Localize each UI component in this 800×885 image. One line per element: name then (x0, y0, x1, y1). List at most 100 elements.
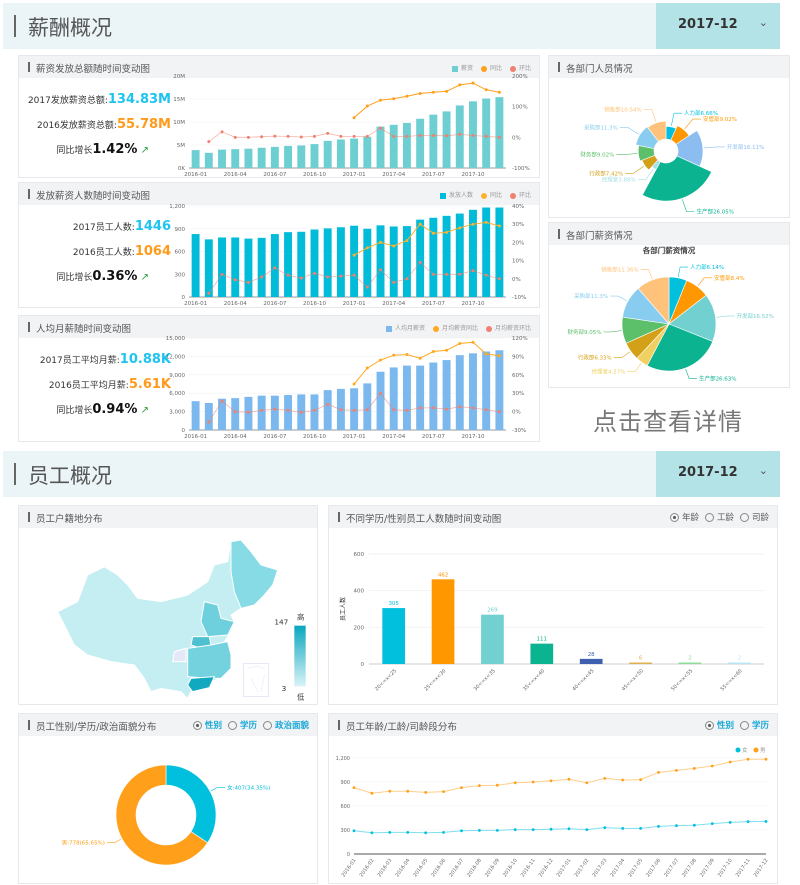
pie-slice[interactable] (635, 126, 660, 149)
stat-row: 2017员工人数:1446 (73, 219, 171, 234)
stat-row: 同比增长1.42% ↗ (56, 142, 149, 157)
section-title: 薪酬概况 (28, 16, 112, 40)
bar[interactable] (431, 579, 455, 664)
stat-row: 2017员工平均月薪:10.88K (40, 352, 171, 367)
map-region-north[interactable] (200, 601, 236, 638)
chart-canvas: 0K 5M 10M 15M 20M -100% 0% 100% 200% 2016-01 2016-… (173, 74, 529, 178)
x-tick-label: 2016-11 (520, 858, 537, 879)
radio-1[interactable]: 学历 (227, 719, 257, 731)
bar (244, 238, 253, 297)
headcount-panel: 发放薪资人数随时间变动图 发放人数 同比 环比 2017员工人数:1446 2016员工人… (18, 182, 540, 308)
legend-label: 同比 (489, 65, 502, 72)
salary-total-panel: 薪资发放总额随时间变动图 薪资 同比 环比 2017发放薪资总额:134.83M 2016… (18, 55, 540, 178)
series-point (406, 789, 410, 793)
label-leader-line (640, 269, 653, 280)
chart-legend: 发放人数 同比 环比 (439, 190, 531, 199)
legend-item-2[interactable]: 环比 (509, 190, 531, 199)
mom-point (405, 277, 409, 281)
y-tick-label: 600 (340, 804, 350, 810)
series-point (370, 831, 374, 835)
label-leader-line (616, 153, 638, 155)
label-leader-line (603, 330, 622, 333)
bar[interactable] (629, 662, 652, 665)
x-tick-label: 2016-10 (502, 858, 519, 879)
legend-item-1[interactable]: 同比 (480, 63, 502, 72)
series-point (746, 757, 750, 761)
legend-item-0[interactable]: 发放人数 (439, 190, 473, 199)
y-tick-label: 15,000 (166, 336, 186, 342)
dept-salary-panel: 各部门薪资情况 各部门薪资情况 人力部6.14% 安管部8.4% 开发部16.52% 生产… (548, 222, 790, 388)
label-leader-line (610, 295, 628, 302)
yoy-point (418, 91, 422, 95)
bar[interactable] (678, 662, 702, 665)
bar (350, 225, 359, 297)
view-details-link[interactable]: 点击查看详情 (593, 408, 743, 436)
y2-tick-label: -10% (512, 295, 526, 301)
radio-1[interactable]: 学历 (739, 719, 769, 731)
date-select[interactable]: 2017-12 ⌄ (656, 451, 780, 497)
pie-slice[interactable] (675, 130, 704, 167)
series-point (352, 786, 356, 789)
x-tick-label: 2017-11 (735, 858, 752, 879)
legend-swatch-icon (485, 325, 492, 332)
series-point (370, 791, 374, 795)
bar (323, 140, 332, 168)
mom-point (458, 405, 462, 409)
bar (231, 398, 240, 430)
y-tick-label: 0 (361, 662, 365, 668)
china-map[interactable]: 147 高 3 低 (1, 505, 331, 705)
legend-swatch-icon (509, 65, 516, 72)
series-point (567, 827, 571, 831)
pie-slice[interactable] (641, 155, 712, 202)
y-tick-label: 0 (347, 852, 350, 858)
map-region-east[interactable] (187, 641, 232, 679)
mom-point (352, 273, 356, 277)
legend-item-1[interactable]: 月均薪资同比 (432, 323, 478, 332)
yoy-point (418, 356, 422, 360)
label-leader-line (685, 368, 698, 379)
radio-2[interactable]: 司龄 (739, 511, 769, 523)
y2-tick-label: 30% (512, 222, 524, 228)
yoy-point (352, 382, 356, 386)
y-tick-label: 9,000 (169, 373, 185, 379)
bar[interactable] (382, 608, 406, 664)
mom-point (379, 391, 383, 395)
trend-up-icon: ↗ (137, 272, 149, 283)
x-tick-label: 2017-07 (422, 172, 445, 178)
map-region-south[interactable] (187, 676, 216, 693)
pie-slice[interactable] (647, 120, 667, 142)
data-label: 2 (688, 656, 692, 662)
y-tick-label: 900 (175, 227, 186, 233)
bar[interactable] (481, 614, 504, 664)
x-tick-label: 2016-07 (263, 434, 286, 440)
map-region-chongqing[interactable] (172, 647, 187, 663)
series-point (388, 789, 392, 793)
bar (218, 237, 226, 297)
date-select[interactable]: 2017-12 ⌄ (656, 3, 780, 49)
pie-slice[interactable] (646, 323, 714, 372)
visual-map-scale[interactable] (294, 625, 306, 687)
legend-label: 环比 (518, 192, 531, 199)
pie-slice[interactable] (115, 764, 209, 866)
radio-0[interactable]: 年龄 (669, 511, 699, 523)
bar[interactable] (579, 658, 603, 664)
legend-item-0[interactable]: 人均月薪资 (385, 323, 425, 332)
legend-item-2[interactable]: 月均薪资环比 (485, 323, 531, 332)
series-point (406, 831, 410, 834)
pie-slice[interactable] (668, 294, 717, 342)
legend-item-2[interactable]: 环比 (509, 63, 531, 72)
radio-0[interactable]: 性别 (192, 719, 222, 731)
stats-block: 2017员工人数:1446 2016员工人数:1064 同比增长0.36% ↗ (19, 205, 179, 307)
bar[interactable] (530, 643, 554, 664)
map-region-northeast[interactable] (230, 539, 279, 609)
legend-item-1[interactable]: 同比 (480, 190, 502, 199)
bar[interactable] (727, 662, 751, 665)
bar (204, 239, 213, 297)
radio-1[interactable]: 工龄 (704, 511, 734, 523)
radio-0[interactable]: 性别 (704, 719, 734, 731)
pie-slice[interactable] (637, 276, 670, 325)
radio-2[interactable]: 政治面貌 (262, 719, 309, 731)
pie-slice[interactable] (165, 764, 217, 844)
legend-item-0[interactable]: 薪资 (451, 63, 473, 72)
